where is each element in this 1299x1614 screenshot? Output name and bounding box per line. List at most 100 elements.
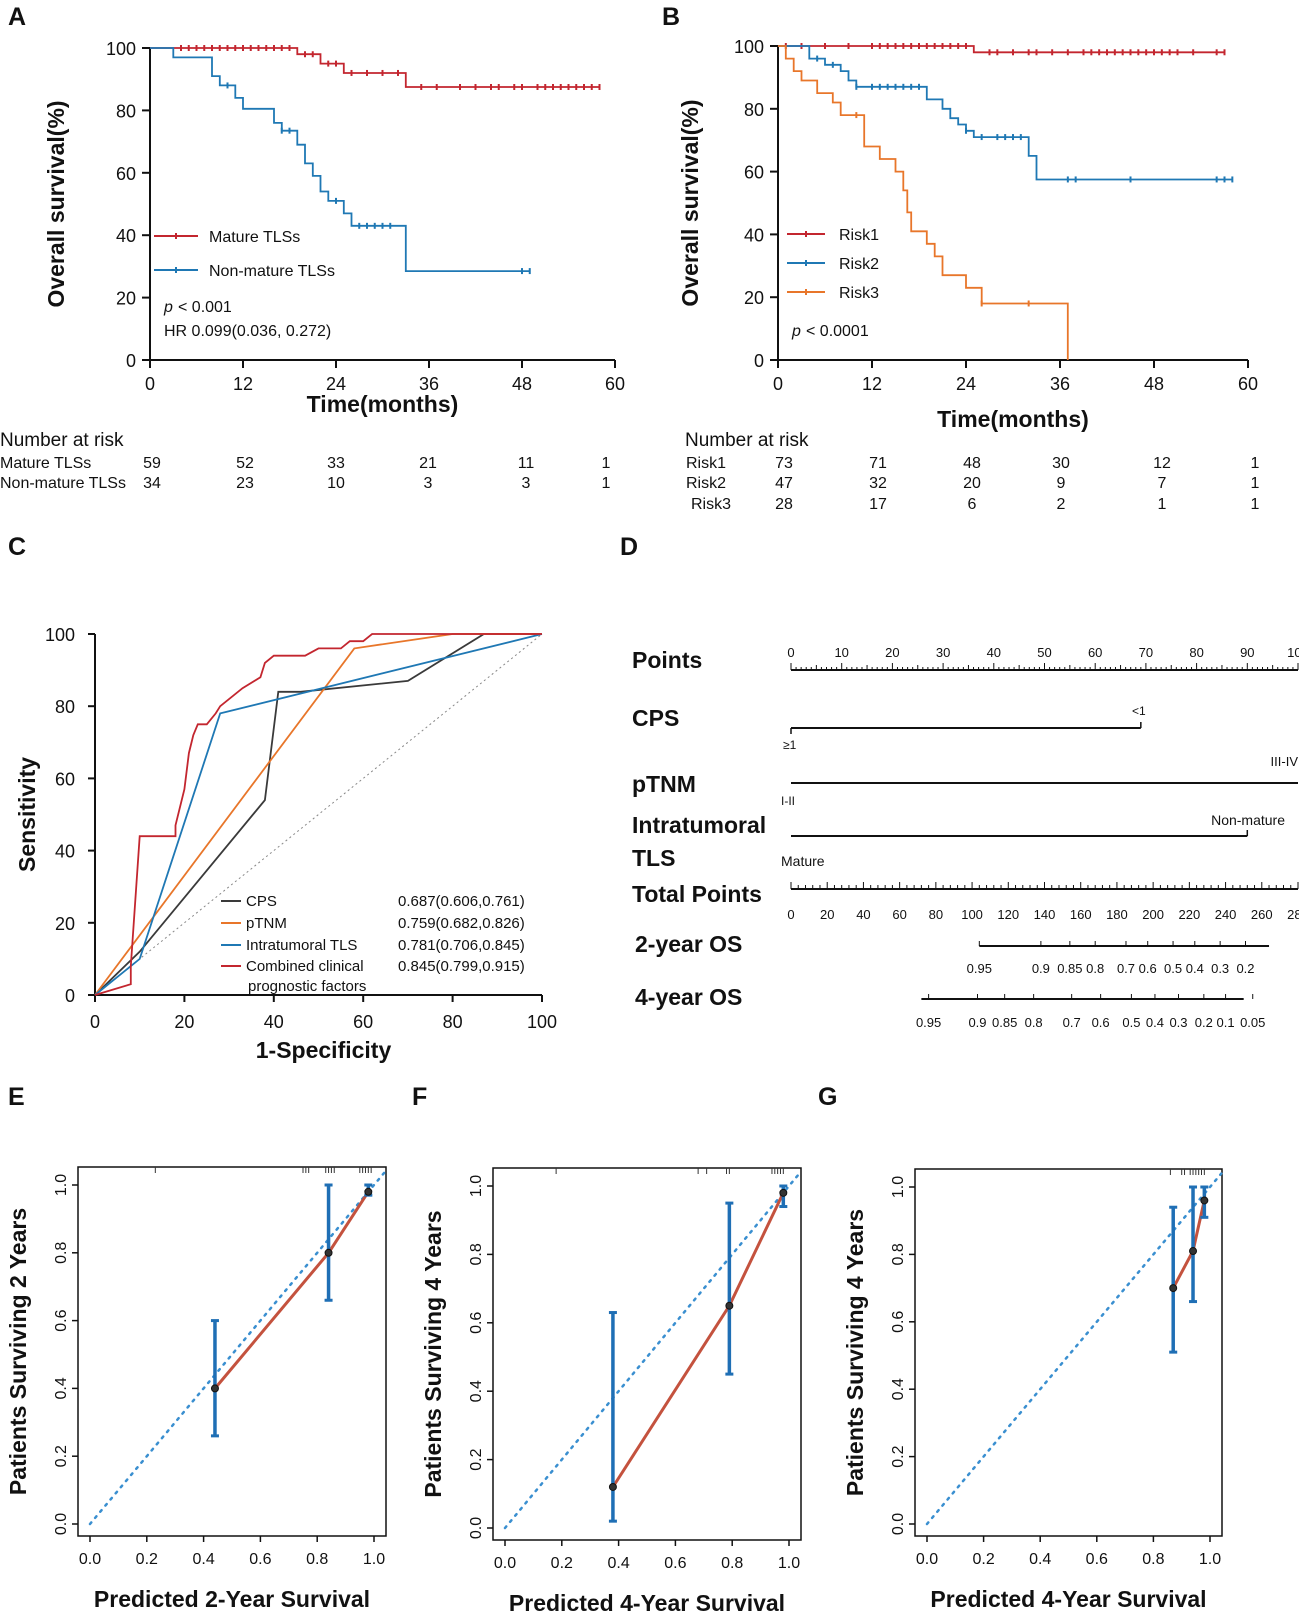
y-tick-label: 0.8 bbox=[468, 1243, 485, 1265]
nomogram-tick-label: 120 bbox=[997, 907, 1019, 922]
roc-curve-cps bbox=[94, 633, 542, 996]
nomogram-tick-label: 20 bbox=[885, 645, 899, 660]
nomogram-row-label: Intratumoral bbox=[632, 812, 766, 838]
legend-auc: 0.845(0.799,0.915) bbox=[398, 958, 525, 975]
km-curve-risk2 bbox=[778, 45, 1233, 181]
nomogram-tick-label: 0 bbox=[787, 645, 794, 660]
x-axis-title: Time(months) bbox=[937, 406, 1089, 432]
nomogram-tick-label: 0.1 bbox=[1217, 1015, 1235, 1030]
nomogram-level-label: III-IV bbox=[1271, 754, 1299, 769]
nomogram-tick-label: 40 bbox=[856, 907, 870, 922]
x-tick-label: 60 bbox=[353, 1012, 373, 1032]
x-tick-label: 20 bbox=[174, 1012, 194, 1032]
nomogram-tick-label: 0.3 bbox=[1211, 961, 1229, 976]
x-tick-label: 0.0 bbox=[494, 1555, 516, 1572]
risk-a-row1-val: 33 bbox=[327, 455, 345, 472]
km-curve-non-mature-tlss bbox=[150, 47, 530, 272]
y-tick-label: 0 bbox=[126, 351, 136, 371]
x-tick-label: 0.2 bbox=[551, 1555, 573, 1572]
risk-b-row2-val: 32 bbox=[869, 475, 887, 492]
nomogram-tick-label: 20 bbox=[820, 907, 834, 922]
nomogram-tick-label: 100 bbox=[961, 907, 983, 922]
x-tick-label: 40 bbox=[264, 1012, 284, 1032]
risk-a-row1-val: 1 bbox=[601, 455, 611, 472]
nomogram-tick-label: 80 bbox=[1189, 645, 1203, 660]
nomogram-tick-label: 30 bbox=[936, 645, 950, 660]
x-tick-label: 0.6 bbox=[1086, 1551, 1108, 1568]
x-tick-label: 0.2 bbox=[972, 1551, 994, 1568]
calibration-point bbox=[324, 1248, 333, 1257]
calibration-point bbox=[1200, 1196, 1209, 1205]
y-tick-label: 0.4 bbox=[890, 1378, 907, 1400]
y-tick-label: 80 bbox=[116, 101, 136, 121]
nomogram-tick-label: 0.85 bbox=[992, 1015, 1017, 1030]
calibration-point bbox=[779, 1188, 788, 1197]
risk-b-row3-label: Risk3 bbox=[691, 496, 732, 513]
km-curve-mature-tlss bbox=[150, 47, 600, 88]
calibration-point bbox=[1169, 1284, 1178, 1293]
roc-curve-combined-clinical bbox=[94, 633, 542, 996]
legend-auc: 0.781(0.706,0.845) bbox=[398, 937, 525, 954]
x-tick-label: 1.0 bbox=[1199, 1551, 1221, 1568]
nomogram-tick-label: 240 bbox=[1215, 907, 1237, 922]
legend-auc: 0.687(0.606,0.761) bbox=[398, 893, 525, 910]
y-axis-title: Overall survival(%) bbox=[43, 100, 69, 307]
y-tick-label: 60 bbox=[55, 769, 75, 789]
nomogram-tick-label: 0.7 bbox=[1063, 1015, 1081, 1030]
x-tick-label: 0.6 bbox=[249, 1551, 271, 1568]
y-tick-label: 0.2 bbox=[53, 1445, 70, 1467]
nomogram-tick-label: 0.9 bbox=[968, 1015, 986, 1030]
x-tick-label: 0 bbox=[145, 374, 155, 394]
y-tick-label: 0.2 bbox=[468, 1448, 485, 1470]
legend-label: Risk3 bbox=[839, 285, 879, 302]
nomogram-tick-label: 160 bbox=[1070, 907, 1092, 922]
km-curve-risk3 bbox=[778, 45, 1069, 360]
calibration-point bbox=[725, 1301, 734, 1310]
risk-a-row1-val: 11 bbox=[517, 455, 535, 472]
legend-label: Risk1 bbox=[839, 227, 879, 244]
risk-a-row2-val: 34 bbox=[143, 475, 161, 492]
risk-table-a: Number at risk Mature TLSs 59 52 33 21 1… bbox=[0, 430, 640, 492]
legend-label: pTNM bbox=[246, 915, 287, 932]
y-tick-label: 0.8 bbox=[890, 1243, 907, 1265]
risk-a-row2-val: 1 bbox=[601, 475, 611, 492]
calibration-curve bbox=[611, 1192, 785, 1488]
x-tick-label: 60 bbox=[605, 374, 625, 394]
risk-a-row2-label: Non-mature TLSs bbox=[0, 475, 126, 492]
nomogram-tick-label: 0 bbox=[787, 907, 794, 922]
legend-label: Risk2 bbox=[839, 256, 879, 273]
nomogram-tick-label: 0.85 bbox=[1057, 961, 1082, 976]
y-tick-label: 40 bbox=[744, 225, 764, 245]
y-tick-label: 0.0 bbox=[468, 1517, 485, 1539]
nomogram-level-label: ≥1 bbox=[783, 738, 797, 752]
risk-b-row1-val: 73 bbox=[775, 455, 793, 472]
nomogram-tick-label: 0.7 bbox=[1117, 961, 1135, 976]
calibration-curve bbox=[213, 1190, 370, 1390]
y-axis-title: Overall survival(%) bbox=[677, 99, 703, 306]
reference-diagonal bbox=[94, 633, 543, 996]
nomogram-row-label: 2-year OS bbox=[635, 931, 742, 957]
risk-b-row3-val: 1 bbox=[1157, 496, 1167, 513]
risk-b-row3-val: 6 bbox=[967, 496, 977, 513]
risk-a-row1-val: 21 bbox=[419, 455, 437, 472]
nomogram-tick-label: 50 bbox=[1037, 645, 1051, 660]
x-tick-label: 36 bbox=[419, 374, 439, 394]
risk-b-row2-label: Risk2 bbox=[686, 475, 727, 492]
hazard-ratio: HR 0.099(0.036, 0.272) bbox=[164, 323, 331, 340]
risk-b-row1-val: 48 bbox=[963, 455, 981, 472]
nomogram-row-label: CPS bbox=[632, 705, 679, 731]
x-tick-label: 1.0 bbox=[363, 1551, 385, 1568]
y-axis-title: Patients Surviving 4 Years bbox=[420, 1210, 446, 1497]
y-axis-title: Patients Surviving 2 Years bbox=[5, 1208, 31, 1495]
y-tick-label: 0 bbox=[65, 986, 75, 1006]
x-tick-label: 0.4 bbox=[1029, 1551, 1051, 1568]
y-tick-label: 0.0 bbox=[890, 1513, 907, 1535]
y-tick-label: 0.6 bbox=[468, 1312, 485, 1334]
legend-auc: 0.759(0.682,0.826) bbox=[398, 915, 525, 932]
nomogram-tick-label: 180 bbox=[1106, 907, 1128, 922]
x-tick-label: 1.0 bbox=[778, 1555, 800, 1572]
risk-table-b: Number at risk Risk1 73 71 48 30 12 1 Ri… bbox=[683, 430, 1283, 515]
x-tick-label: 0 bbox=[90, 1012, 100, 1032]
risk-b-row2-val: 9 bbox=[1056, 475, 1066, 492]
